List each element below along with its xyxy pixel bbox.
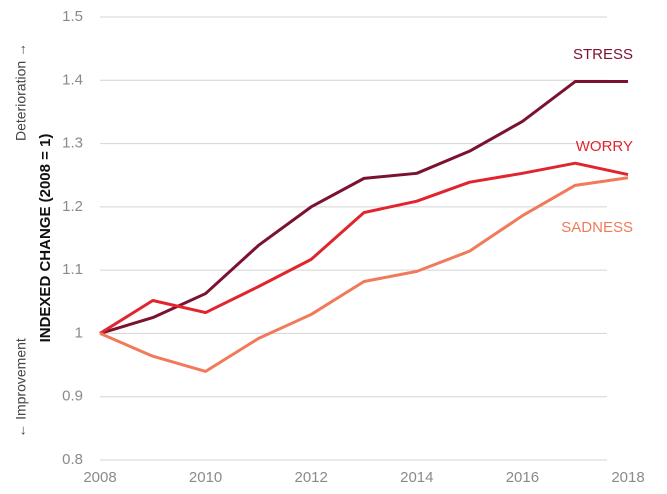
x-tick-label: 2008: [83, 469, 116, 486]
y-tick-label: 1.5: [62, 8, 83, 25]
y-tick-label: 1.2: [62, 198, 83, 215]
line: [99, 161, 629, 335]
y-tick-label: 1: [75, 324, 83, 341]
line: [99, 80, 628, 335]
x-tick-label: 2012: [295, 469, 328, 486]
x-tick-label: 2014: [400, 469, 433, 486]
y-tick-label: 1.3: [62, 135, 83, 152]
y-tick-label: 0.9: [62, 388, 83, 405]
x-tick-label: 2016: [506, 469, 539, 486]
annotation: Deterioration →: [13, 43, 29, 141]
y-axis-label: INDEXED CHANGE (2008 = 1): [37, 134, 54, 343]
series-label: STRESS: [573, 46, 633, 63]
annotation: ← Improvement: [13, 338, 29, 438]
x-tick-label: 2018: [611, 469, 644, 486]
line: [99, 176, 629, 373]
y-tick-label: 1.4: [62, 71, 83, 88]
y-tick-label: 1.1: [62, 261, 83, 278]
y-tick-label: 0.8: [62, 451, 83, 468]
series-label: SADNESS: [561, 219, 633, 236]
series-label: WORRY: [576, 138, 633, 155]
x-tick-label: 2010: [189, 469, 222, 486]
